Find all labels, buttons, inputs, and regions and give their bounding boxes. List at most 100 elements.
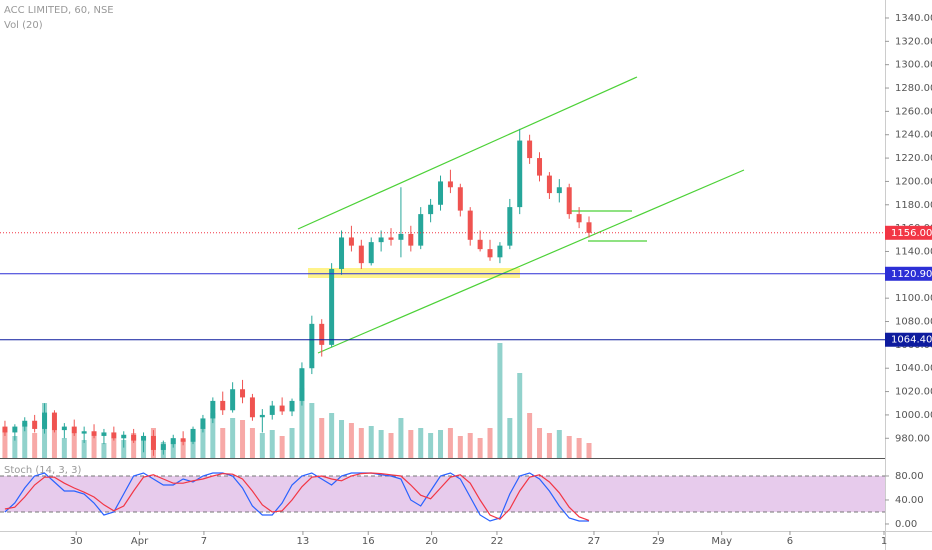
volume-bar <box>348 423 354 458</box>
candle-body <box>170 438 176 445</box>
volume-bar <box>398 418 404 458</box>
y-tick-label: 1180.00 <box>895 200 932 211</box>
candle-body <box>91 431 97 436</box>
volume-bar <box>101 443 107 458</box>
volume-bar <box>388 433 394 458</box>
candle-body <box>2 426 8 433</box>
y-tick-label: 1000.00 <box>895 410 932 421</box>
candle-body <box>497 245 503 258</box>
volume-bar <box>329 413 335 458</box>
candle-body <box>517 140 523 208</box>
candle-body <box>141 435 147 441</box>
candle-body <box>220 400 226 411</box>
volume-bar <box>309 403 315 458</box>
volume-bar <box>249 428 255 458</box>
candle-body <box>289 400 295 412</box>
candle-body <box>586 222 592 233</box>
volume-bar <box>527 413 533 458</box>
volume-bar <box>447 428 453 458</box>
volume-bar <box>358 428 364 458</box>
x-tick-label: 29 <box>652 536 665 547</box>
volume-bar <box>180 440 186 458</box>
candle-body <box>190 428 196 442</box>
stoch-line <box>4 472 590 521</box>
candle-body <box>81 431 87 434</box>
highlight-zone <box>308 268 520 278</box>
volume-bar <box>210 413 216 458</box>
volume-bar <box>517 373 523 458</box>
candle-body <box>101 432 107 436</box>
candle-body <box>309 323 315 369</box>
volume-bar <box>576 438 582 458</box>
candle-body <box>537 158 543 176</box>
candle-body <box>467 210 473 240</box>
volume-bar <box>418 428 424 458</box>
volume-bar <box>121 440 127 458</box>
volume-bar <box>537 428 543 458</box>
candle-body <box>447 181 453 188</box>
volume-bar <box>339 420 345 458</box>
candle-body <box>438 181 444 205</box>
candle-body <box>42 412 48 429</box>
price-tag-label: 1120.90 <box>891 269 932 280</box>
stoch-line <box>4 472 589 522</box>
candle-body <box>22 420 28 427</box>
x-tick-label: 27 <box>588 536 601 547</box>
volume-bar <box>487 428 493 458</box>
candle-body <box>230 389 236 411</box>
candle-body <box>576 214 582 223</box>
candle-body <box>408 233 414 246</box>
volume-bar <box>61 438 67 458</box>
candle-body <box>259 414 265 418</box>
candle-body <box>131 434 137 441</box>
x-tick-label: 20 <box>425 536 438 547</box>
candle-body <box>358 245 364 264</box>
y-tick-label: 1140.00 <box>895 246 932 257</box>
candle-body <box>457 187 463 211</box>
volume-bar <box>259 433 265 458</box>
volume-bar <box>200 423 206 458</box>
candle-body <box>71 426 77 434</box>
price-tag <box>885 266 932 281</box>
candle-body <box>418 214 424 246</box>
volume-bar <box>566 436 572 458</box>
stoch-label: Stoch (14, 3, 3) <box>4 465 81 476</box>
volume-bar <box>319 418 325 458</box>
price-tag-label: 1064.40 <box>891 335 932 346</box>
x-tick-label: 6 <box>787 536 793 547</box>
y-tick-label: 1080.00 <box>895 317 932 328</box>
candle-body <box>378 237 384 243</box>
volume-bar <box>131 433 137 458</box>
y-tick-label: 1240.00 <box>895 130 932 141</box>
y-tick-label: 980.00 <box>895 433 930 444</box>
y-tick-label: 1200.00 <box>895 176 932 187</box>
volume-bar <box>378 430 384 458</box>
x-tick-label: May <box>711 536 732 547</box>
volume-bar <box>299 388 305 458</box>
candle-body <box>477 239 483 250</box>
x-tick-label: 22 <box>491 536 504 547</box>
y-tick-label: 1280.00 <box>895 83 932 94</box>
candle-body <box>180 438 186 442</box>
candle-body <box>507 207 513 246</box>
candle-body <box>319 323 325 345</box>
volume-bar <box>71 434 77 458</box>
volume-bar <box>408 430 414 458</box>
candle-body <box>388 237 394 240</box>
volume-label: Vol (20) <box>4 20 43 31</box>
volume-bar <box>240 420 246 458</box>
y-tick-label: 1220.00 <box>895 153 932 164</box>
volume-bar <box>12 436 18 458</box>
volume-bar <box>467 433 473 458</box>
candle-body <box>339 237 345 269</box>
volume-bar <box>230 418 236 458</box>
price-tag <box>885 225 932 240</box>
candle-body <box>279 405 285 412</box>
y-tick-label: 1020.00 <box>895 387 932 398</box>
candle-body <box>12 426 18 433</box>
volume-bar <box>497 343 503 458</box>
candle-body <box>121 434 127 439</box>
candle-body <box>210 400 216 419</box>
volume-bar <box>507 418 513 458</box>
y-tick-label: 1300.00 <box>895 60 932 71</box>
